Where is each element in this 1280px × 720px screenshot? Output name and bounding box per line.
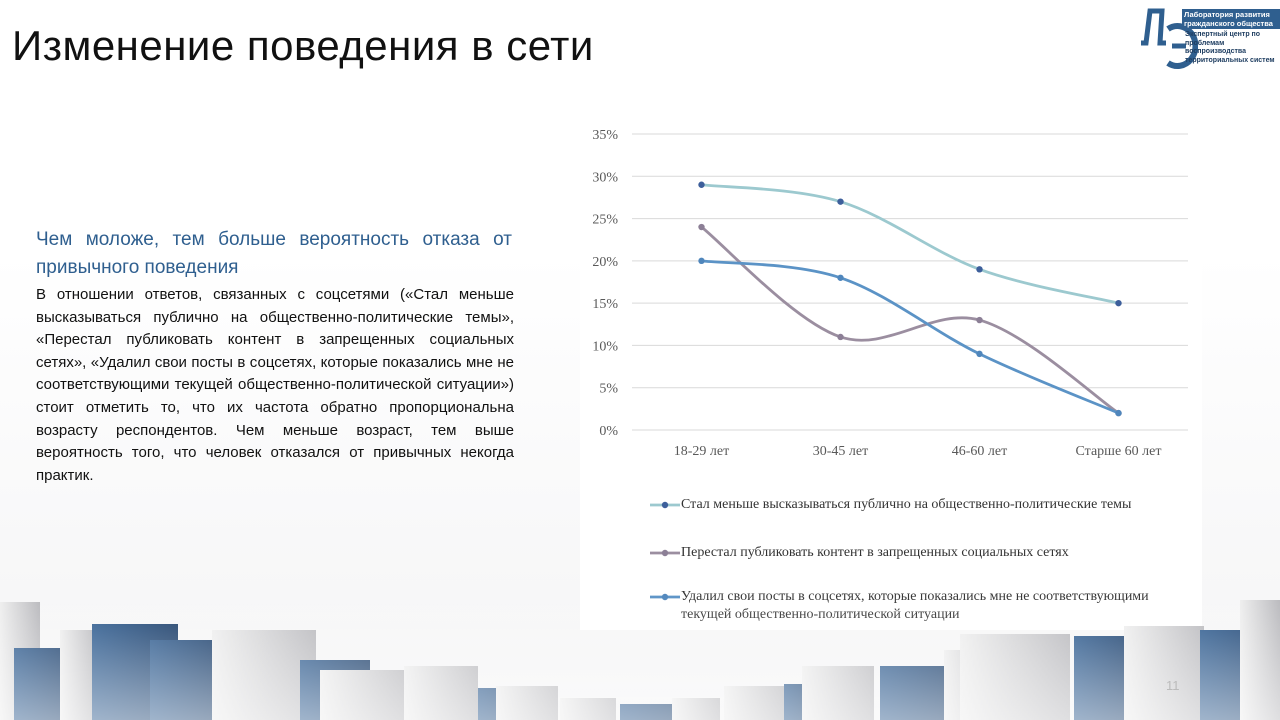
data-point xyxy=(837,274,844,281)
legend-marker-icon xyxy=(650,501,680,509)
x-tick-label: 30-45 лет xyxy=(813,444,868,459)
data-point xyxy=(698,257,705,265)
slide-title: Изменение поведения в сети xyxy=(12,22,594,69)
y-tick-label: 5% xyxy=(599,382,618,397)
legend-marker-icon xyxy=(650,549,680,557)
data-point xyxy=(976,316,983,324)
legend-label: Перестал публиковать контент в запрещенн… xyxy=(681,545,1069,560)
y-tick-label: 35% xyxy=(592,128,618,143)
logo: Лаборатория развития гражданского общест… xyxy=(1138,7,1280,77)
logo-mark-icon xyxy=(1141,8,1198,69)
y-tick-label: 25% xyxy=(592,213,618,228)
data-point xyxy=(1115,409,1122,417)
y-tick-label: 30% xyxy=(592,170,618,185)
page-number: 11 xyxy=(1166,678,1180,693)
data-point xyxy=(1115,299,1122,307)
logo-label-lab: Лаборатория развития гражданского общест… xyxy=(1182,9,1280,29)
series-line-2 xyxy=(700,225,1120,415)
slide-subtitle: Чем моложе, тем больше вероятность отказ… xyxy=(36,229,512,278)
series-line-1 xyxy=(701,183,1119,305)
logo-label-center: Экспертный центр по проблемам воспроизво… xyxy=(1185,31,1275,64)
series-line-3 xyxy=(701,259,1120,415)
data-point xyxy=(837,333,844,341)
legend-label: Стал меньше высказываться публично на об… xyxy=(681,497,1132,512)
data-point xyxy=(698,223,705,231)
slide-body-text: В отношении ответов, связанных с соцсетя… xyxy=(36,286,514,484)
data-point xyxy=(976,350,983,358)
y-tick-label: 10% xyxy=(592,339,618,354)
data-point xyxy=(976,266,983,273)
x-tick-label: 46-60 лет xyxy=(952,444,1007,459)
chart-panel: 0% 5% 10% 15% 20% 25% 30% 35% 18-29 лет 30-45 лет… xyxy=(580,98,1202,630)
y-tick-label: 20% xyxy=(592,255,618,270)
x-tick-label: Старше 60 лет xyxy=(1076,444,1162,459)
y-tick-label: 15% xyxy=(592,297,618,312)
y-tick-label: 0% xyxy=(599,424,618,439)
city-blocks-decoration xyxy=(0,590,1280,720)
data-point xyxy=(698,181,705,188)
line-chart: 0% 5% 10% 15% 20% 25% 30% 35% 18-29 лет 30-45 лет… xyxy=(592,128,1188,459)
x-tick-label: 18-29 лет xyxy=(674,444,729,459)
data-point xyxy=(837,198,844,205)
